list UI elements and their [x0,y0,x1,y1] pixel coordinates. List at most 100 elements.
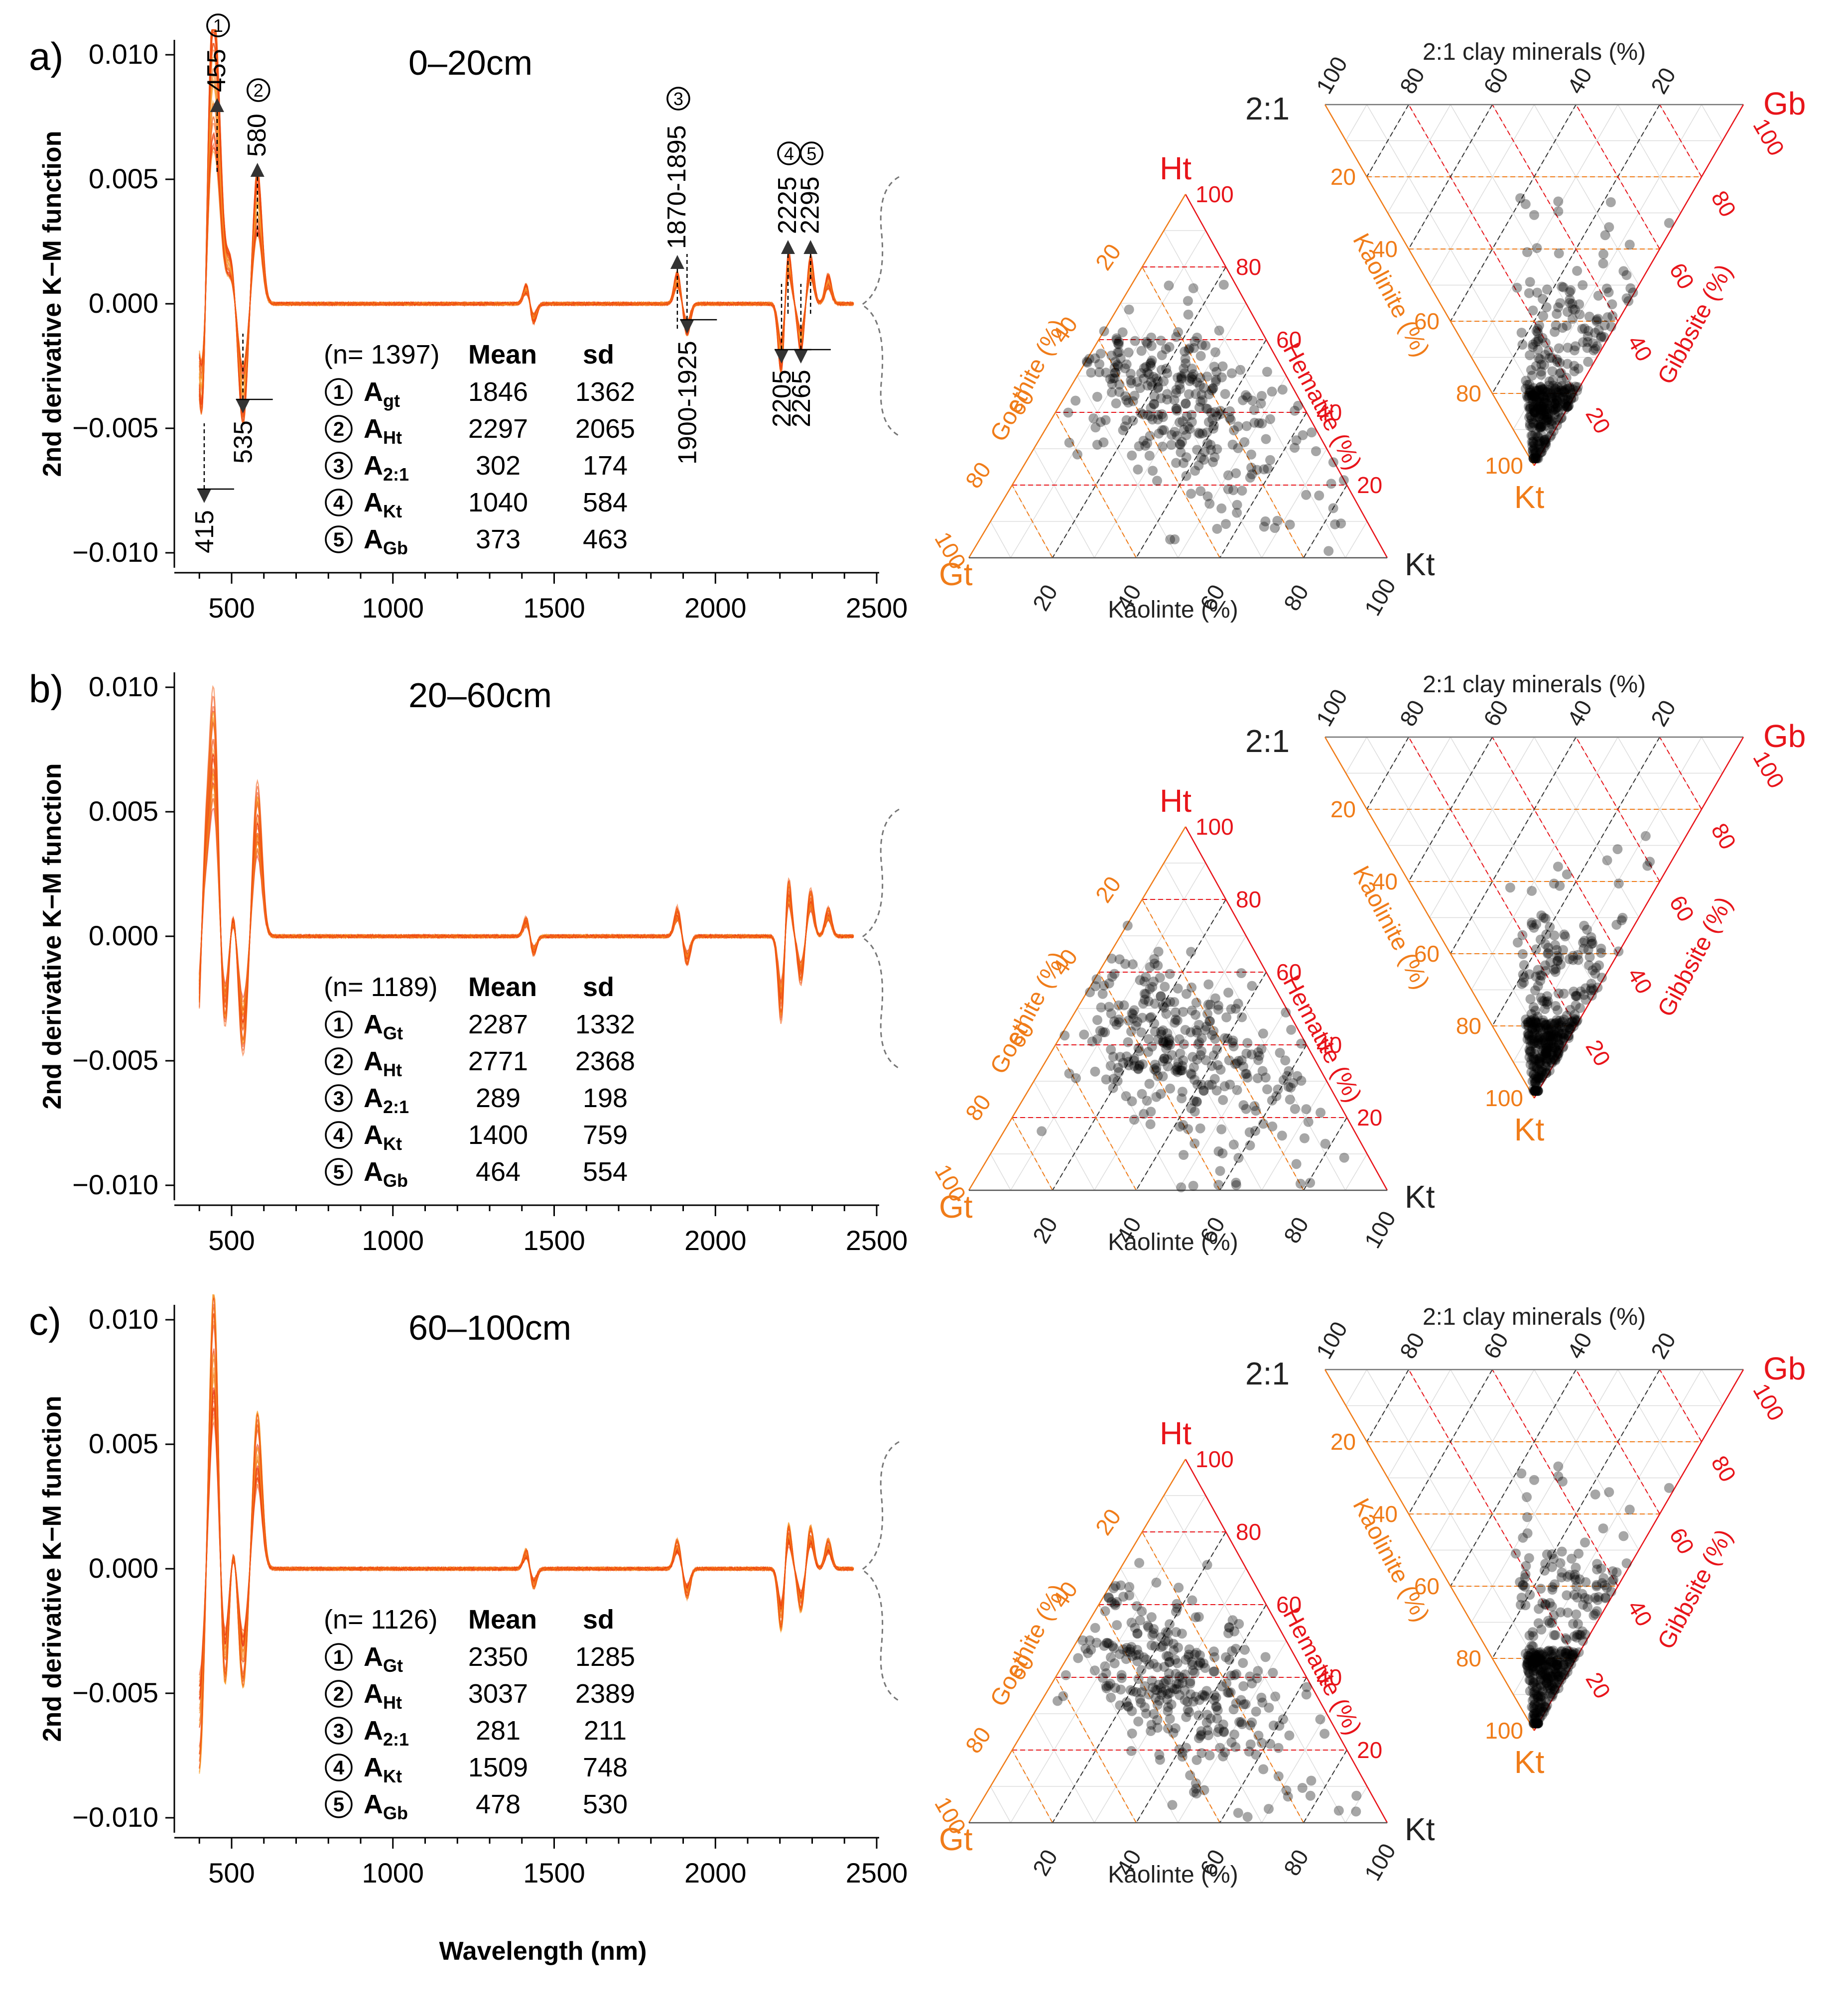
stat-number: 2 [333,1051,344,1073]
data-point [1302,1682,1312,1692]
clay-tick: 80 [1395,1328,1430,1363]
data-point [1537,1064,1547,1075]
kaolinite-tick: 100 [1485,453,1523,479]
data-point [1112,360,1123,370]
data-point [1211,1702,1222,1712]
data-point [1171,384,1182,395]
data-point [1081,357,1092,367]
data-point [1114,387,1125,397]
goethite-gridline [1055,1044,1137,1191]
data-point [1238,395,1248,405]
data-point [1139,989,1150,999]
data-point [1236,1717,1246,1727]
data-point [1524,1553,1534,1563]
data-point [1149,391,1160,401]
data-point [1532,287,1543,298]
data-point [1524,412,1534,423]
data-point [1162,1054,1173,1064]
hematite-tick: 60 [1276,327,1302,353]
data-point [1538,414,1549,424]
data-point [1152,476,1162,486]
data-point [1152,1700,1163,1710]
data-point [1558,1041,1569,1052]
data-point [1570,304,1580,315]
gibbsite-tick: 20 [1581,403,1616,438]
data-point [1143,410,1153,420]
data-point [1528,1084,1539,1094]
data-point [1186,1027,1196,1037]
data-point [1553,396,1563,407]
data-point [1163,1061,1173,1072]
data-point [1538,1015,1548,1025]
data-point [1164,1038,1174,1048]
data-point [1107,387,1117,397]
data-point [1161,1685,1171,1695]
data-point [1599,320,1610,331]
data-point [1524,1031,1534,1041]
data-point [1600,1593,1610,1604]
data-point [1531,447,1541,457]
data-point [1532,1017,1543,1028]
data-point [1537,1045,1548,1056]
corner-clay: 2:1 [1245,1356,1290,1391]
data-point [1565,1023,1575,1034]
data-point [1303,1117,1314,1127]
data-point [1547,1585,1558,1595]
stats-mean-header: Mean [468,340,537,370]
data-point [1567,1650,1578,1661]
data-point [1550,1630,1561,1640]
y-axis-label: 2nd derivative K−M function [38,1396,67,1742]
data-point [1568,384,1579,395]
data-point [1551,403,1561,413]
grid-line [1345,737,1367,773]
panel-label: b) [29,667,63,711]
data-point [1111,1019,1122,1030]
data-point [1580,1629,1590,1639]
data-point [1562,1572,1573,1582]
data-point [1202,1008,1212,1019]
data-point [1549,402,1559,412]
data-point [1141,337,1152,347]
data-point [1085,987,1095,998]
data-point [1531,1018,1542,1028]
spectrum-series-line [199,134,854,372]
stat-number-circle [325,1158,353,1186]
data-point [1546,388,1556,398]
data-point [1533,1035,1544,1045]
kaolinite-tick: 60 [1414,308,1440,334]
data-point [1155,1755,1165,1765]
data-point [1171,332,1182,342]
data-point [1320,1729,1330,1739]
data-point [1518,1580,1528,1591]
data-point [1580,1593,1590,1603]
data-point [1546,1656,1557,1666]
grid-line [1345,1786,1368,1823]
stat-number: 4 [333,492,345,514]
data-point [1529,1693,1539,1704]
data-point [1218,1719,1228,1730]
grid-line [1120,1568,1262,1823]
data-point [1564,1030,1574,1041]
data-point [1547,353,1557,363]
data-point [1532,1086,1543,1096]
data-point [1146,361,1156,371]
data-point [1548,375,1558,385]
data-point [1192,1079,1202,1090]
data-point [1530,1713,1541,1723]
data-point [1173,373,1183,383]
data-point [1161,1627,1171,1637]
data-point [1188,1181,1198,1191]
data-point [1120,421,1130,432]
data-point [1539,402,1549,412]
data-point [1123,1015,1134,1026]
data-point [1533,324,1543,334]
data-point [1546,1023,1556,1033]
data-point [1154,1679,1164,1690]
data-point [1174,1582,1184,1593]
grid-line [1617,1369,1681,1478]
data-point [1526,1035,1537,1046]
data-point [1114,1017,1124,1027]
data-point [1210,377,1221,387]
data-point [1535,354,1545,365]
data-point [1139,363,1149,374]
